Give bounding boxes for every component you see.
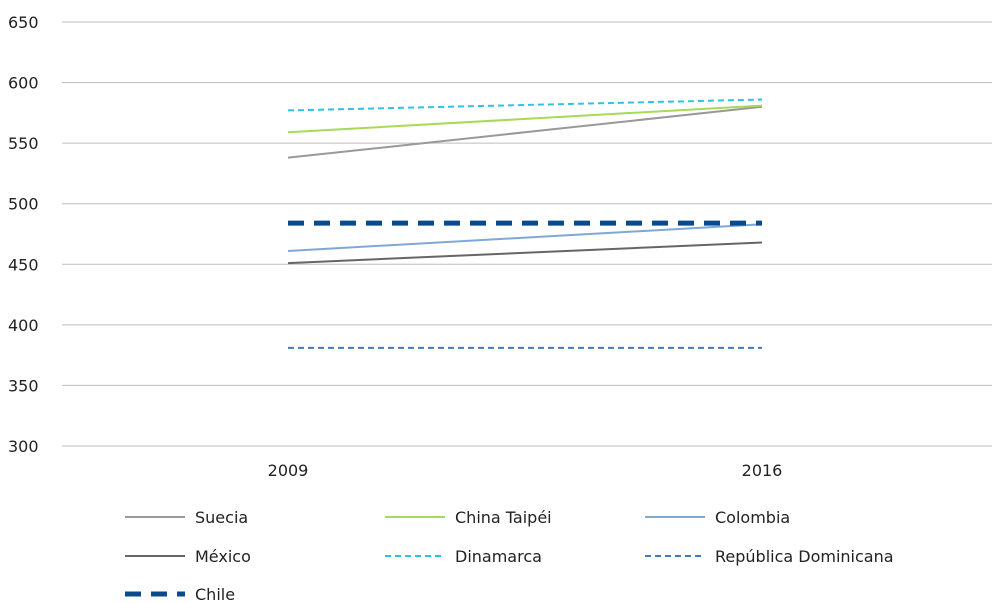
- y-axis-ticks: 650 600 550 500 450 400 350 300: [8, 13, 39, 456]
- legend-label: Colombia: [715, 508, 790, 527]
- series-line-2: [287, 223, 763, 252]
- legend-label: Chile: [195, 585, 235, 603]
- y-tick-label: 400: [8, 316, 39, 335]
- series-line-3: [287, 241, 763, 265]
- y-tick-label: 500: [8, 195, 39, 214]
- legend: Suecia China Taipéi Colombia México Dinamarc…: [125, 508, 894, 603]
- series-lines: [287, 98, 763, 349]
- x-axis-ticks: 2009 2016: [268, 461, 783, 480]
- y-tick-label: 450: [8, 255, 39, 274]
- series-line-0: [287, 105, 763, 159]
- gridlines: [62, 21, 992, 447]
- legend-label: Suecia: [195, 508, 248, 527]
- legend-label: México: [195, 547, 251, 566]
- legend-label: Dinamarca: [455, 547, 542, 566]
- legend-label: República Dominicana: [715, 547, 894, 566]
- x-tick-label: 2009: [268, 461, 309, 480]
- legend-label: China Taipéi: [455, 508, 552, 527]
- y-tick-label: 600: [8, 74, 39, 93]
- y-tick-label: 300: [8, 437, 39, 456]
- series-line-4: [287, 98, 763, 112]
- series-line-1: [287, 104, 763, 134]
- y-tick-label: 350: [8, 376, 39, 395]
- y-tick-label: 650: [8, 13, 39, 32]
- x-tick-label: 2016: [742, 461, 783, 480]
- y-tick-label: 550: [8, 134, 39, 153]
